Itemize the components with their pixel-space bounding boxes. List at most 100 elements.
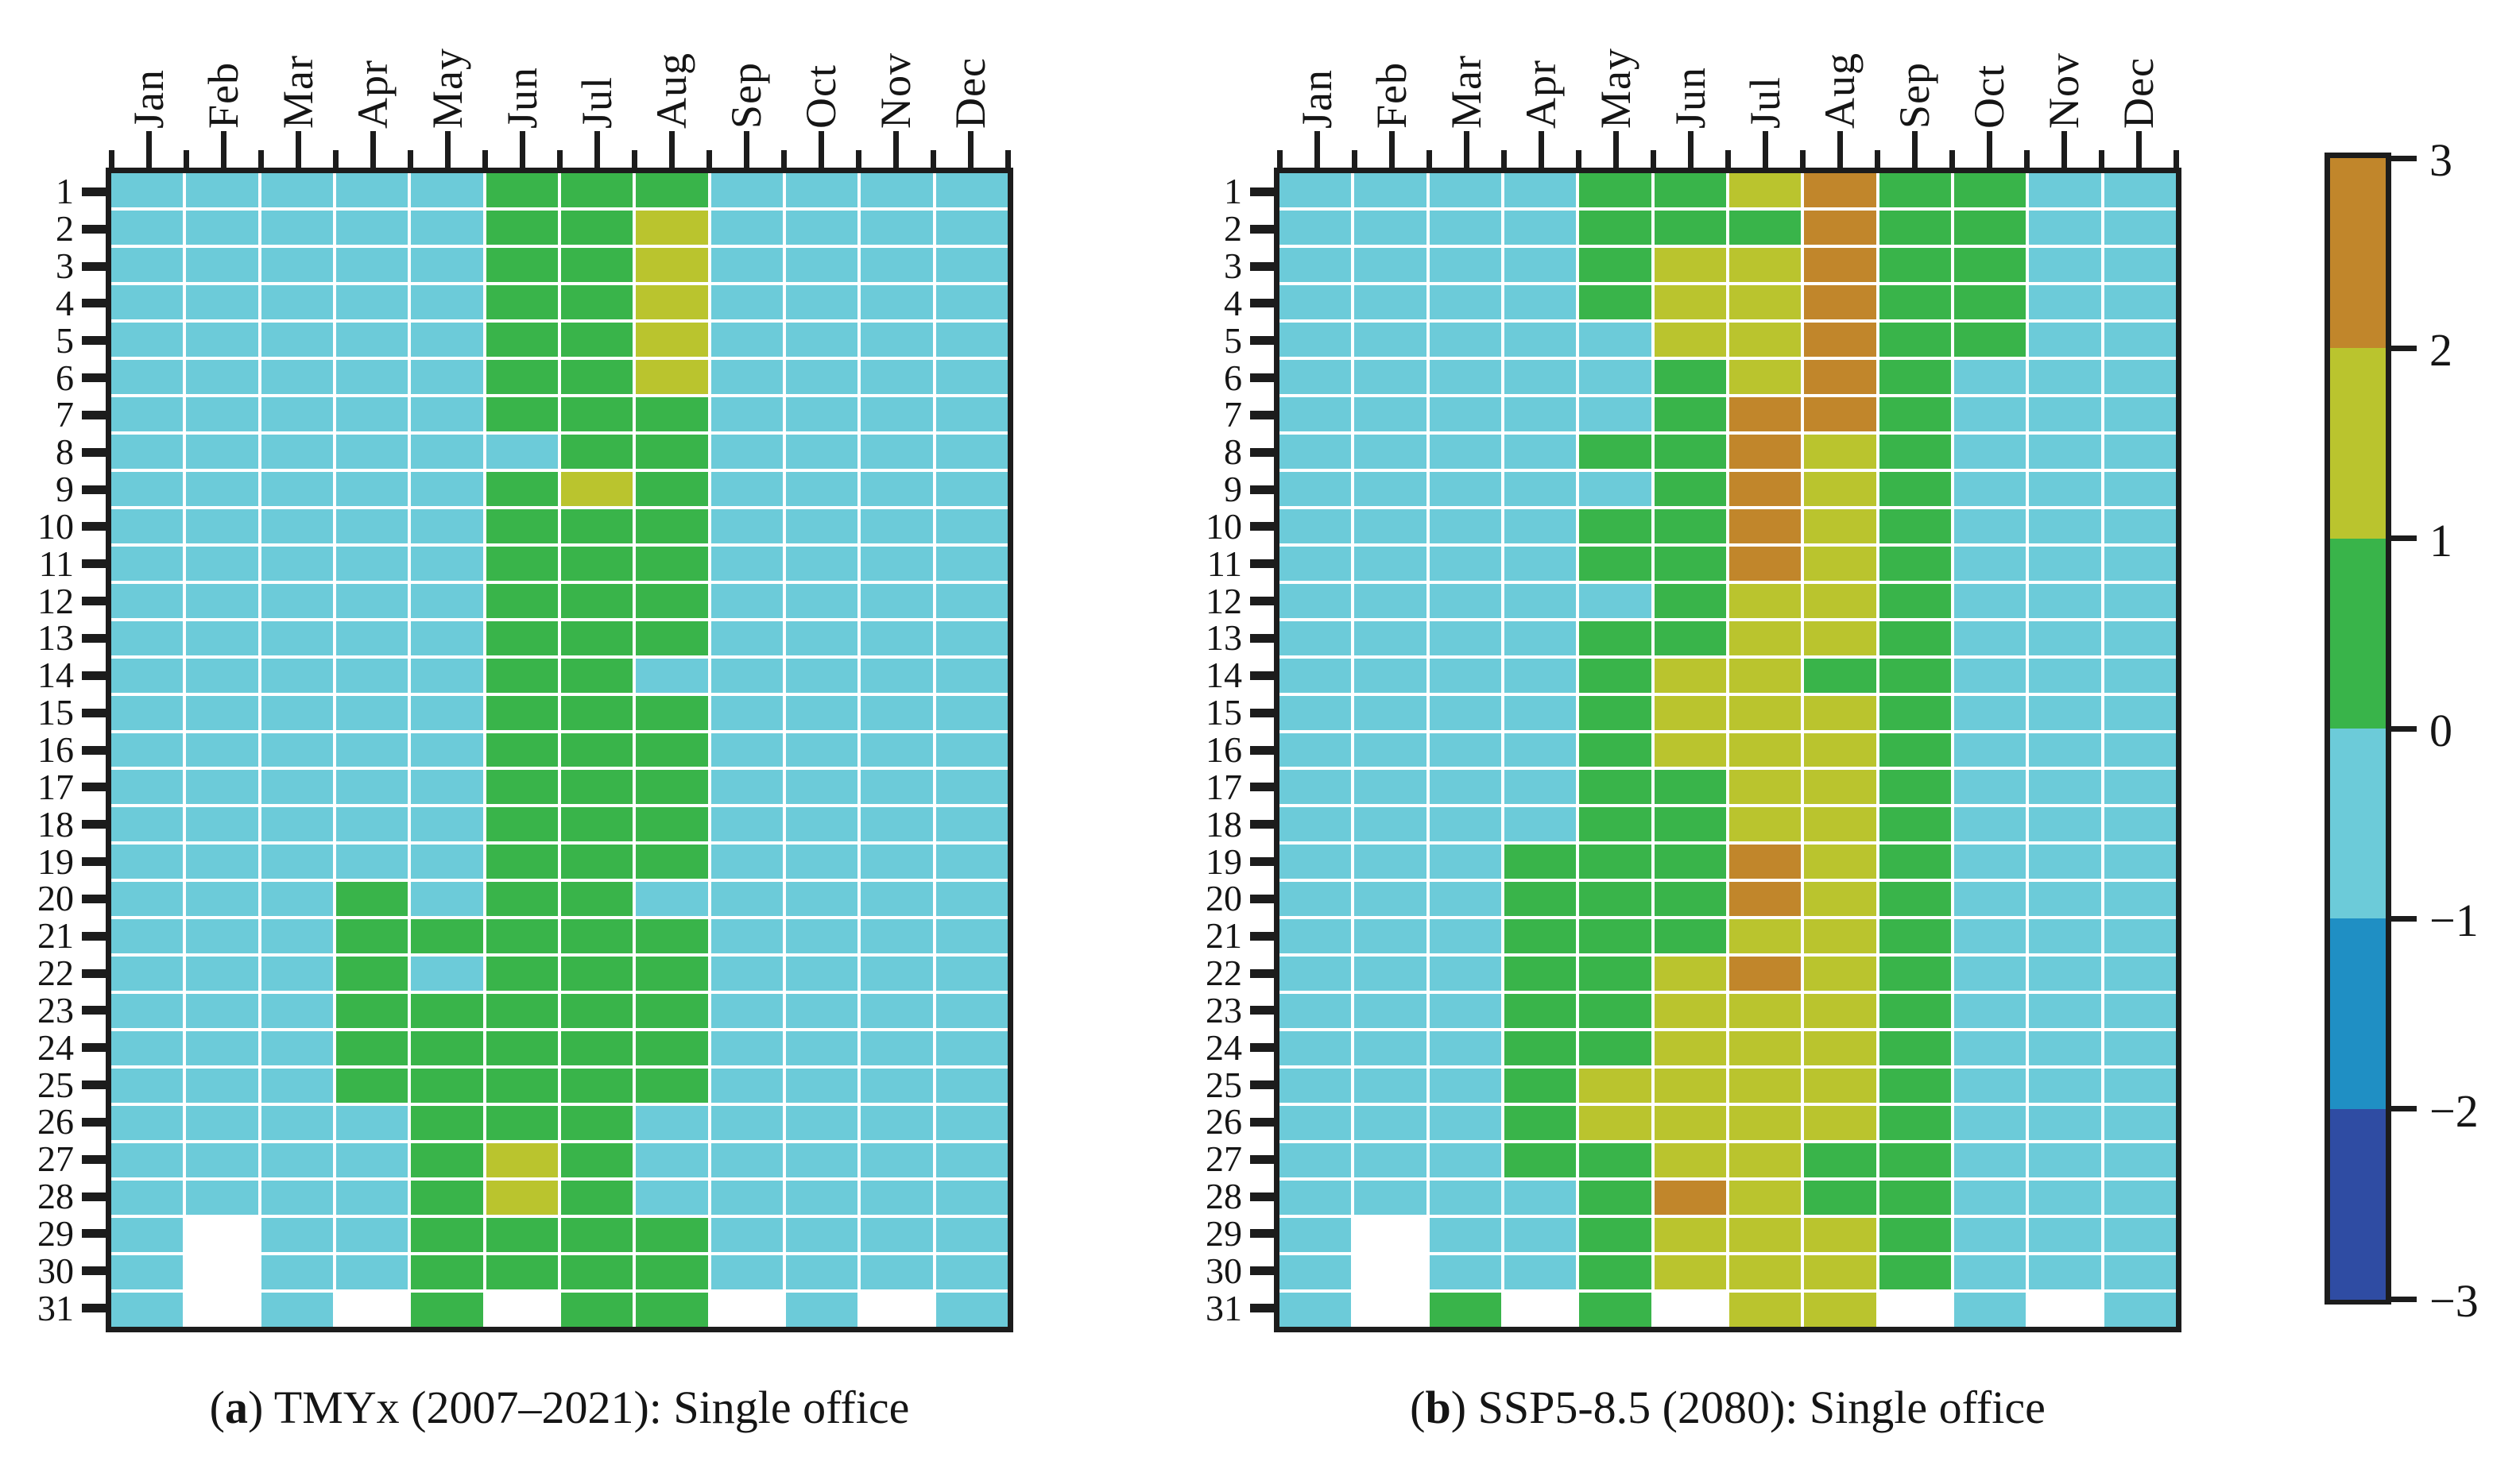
- heatmap-cell: [261, 620, 333, 655]
- heatmap-cell: [1879, 770, 1951, 805]
- heatmap-cell: [1954, 173, 2026, 207]
- heatmap-cell: [1879, 807, 1951, 842]
- heatmap-cell: [186, 434, 258, 469]
- heatmap-cell: [1354, 1181, 1426, 1216]
- heatmap-cell: [1654, 620, 1726, 655]
- row-tick: [82, 447, 106, 457]
- day-label: 25: [37, 1064, 74, 1105]
- heatmap-cell: [1879, 247, 1951, 282]
- heatmap-cell: [261, 845, 333, 879]
- heatmap-cell: [710, 1031, 783, 1066]
- heatmap-cell: [636, 695, 708, 730]
- day-label: 11: [1206, 543, 1242, 584]
- day-label: 10: [37, 505, 74, 547]
- heatmap-cell: [111, 396, 184, 431]
- day-label: 9: [1224, 469, 1242, 510]
- axis-tick-minor: [631, 150, 637, 168]
- heatmap-cell: [1729, 807, 1802, 842]
- heatmap-cell: [1729, 247, 1802, 282]
- heatmap-cell: [1879, 434, 1951, 469]
- row-tick: [82, 261, 106, 271]
- heatmap-cell: [1429, 583, 1501, 618]
- heatmap-cell: [2104, 434, 2176, 469]
- day-label: 25: [1206, 1064, 1242, 1105]
- heatmap-cell: [1879, 994, 1951, 1029]
- heatmap-cell: [1429, 1069, 1501, 1104]
- heatmap-cell: [1504, 210, 1577, 245]
- heatmap-cell: [336, 583, 408, 618]
- heatmap-cell: [2029, 732, 2101, 767]
- heatmap-cell: [636, 1255, 708, 1290]
- heatmap-cell: [1654, 994, 1726, 1029]
- day-label: 11: [38, 543, 74, 584]
- month-label: Mar: [1442, 55, 1490, 129]
- heatmap-cell: [411, 1069, 483, 1104]
- heatmap-cell: [2104, 1218, 2176, 1253]
- row-tick: [1250, 968, 1274, 978]
- heatmap-cell: [636, 732, 708, 767]
- row-tick: [82, 336, 106, 346]
- axis-tick-minor: [556, 150, 563, 168]
- heatmap-cell: [861, 471, 933, 506]
- heatmap-cell: [1654, 1218, 1726, 1253]
- row-tick: [1250, 485, 1274, 494]
- row-tick: [1250, 745, 1274, 755]
- heatmap-cell: [1954, 1181, 2026, 1216]
- day-label: 21: [37, 915, 74, 957]
- row-tick: [1250, 1080, 1274, 1090]
- heatmap-cell: [261, 508, 333, 543]
- heatmap-cell: [1579, 807, 1651, 842]
- heatmap-cell: [561, 396, 633, 431]
- heatmap-cell: [1579, 1031, 1651, 1066]
- heatmap-cell: [186, 732, 258, 767]
- heatmap-cell: [636, 807, 708, 842]
- heatmap-cell: [710, 1143, 783, 1178]
- heatmap-cell: [1729, 210, 1802, 245]
- heatmap-cell: [861, 1218, 933, 1253]
- heatmap-cell: [861, 620, 933, 655]
- month-label: Sep: [722, 62, 770, 129]
- heatmap-cell: [1954, 583, 2026, 618]
- heatmap-cell: [561, 173, 633, 207]
- heatmap-cell: [1354, 732, 1426, 767]
- day-label: 15: [37, 692, 74, 733]
- heatmap-cell: [1429, 1143, 1501, 1178]
- heatmap-cell: [2104, 1031, 2176, 1066]
- day-label: 2: [56, 208, 74, 249]
- heatmap-cell: [1954, 994, 2026, 1029]
- heatmap-cell: [2104, 471, 2176, 506]
- heatmap-cell: [2029, 620, 2101, 655]
- heatmap-cell: [2029, 1106, 2101, 1141]
- row-tick: [82, 1080, 106, 1090]
- heatmap-cell: [1354, 807, 1426, 842]
- day-label: 14: [1206, 655, 1242, 696]
- heatmap-cell: [186, 658, 258, 693]
- heatmap-cell: [786, 210, 858, 245]
- colorbar-band: [2330, 729, 2386, 920]
- row-tick: [82, 597, 106, 606]
- heatmap-cell: [1579, 732, 1651, 767]
- heatmap-cell: [111, 919, 184, 954]
- heatmap-grid: [111, 173, 1008, 1327]
- heatmap-cell: [1354, 620, 1426, 655]
- heatmap-cell: [1654, 732, 1726, 767]
- heatmap-cell: [561, 658, 633, 693]
- heatmap-cell: [1729, 583, 1802, 618]
- heatmap-cell: [2029, 1069, 2101, 1104]
- heatmap-cell: [111, 770, 184, 805]
- heatmap-cell: [1429, 1293, 1501, 1327]
- heatmap-cell: [336, 1293, 408, 1327]
- day-label: 24: [37, 1026, 74, 1068]
- heatmap-cell: [1429, 994, 1501, 1029]
- heatmap-cell: [1504, 770, 1577, 805]
- row-tick: [82, 410, 106, 419]
- heatmap-cell: [861, 1031, 933, 1066]
- heatmap-cell: [336, 1255, 408, 1290]
- axis-tick-minor: [1949, 150, 1955, 168]
- heatmap-cell: [1579, 957, 1651, 991]
- colorbar-tick: [2391, 1296, 2417, 1302]
- heatmap-cell: [1729, 994, 1802, 1029]
- heatmap-cell: [186, 882, 258, 917]
- heatmap-cell: [935, 882, 1008, 917]
- heatmap-cell: [336, 396, 408, 431]
